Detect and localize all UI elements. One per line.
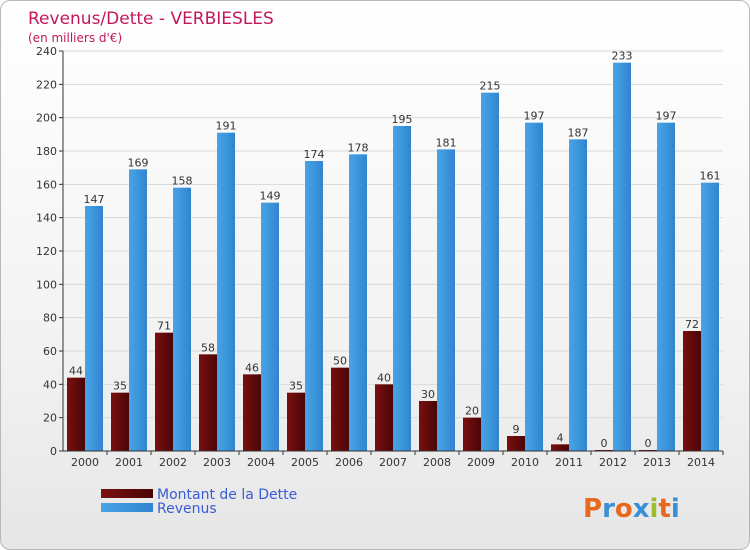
bar-dette — [155, 332, 173, 451]
data-label: 30 — [421, 388, 435, 401]
data-label: 20 — [465, 405, 479, 418]
bar-revenus — [393, 126, 411, 451]
bar-revenus — [261, 202, 279, 451]
y-tick-label: 180 — [36, 145, 57, 158]
y-tick-label: 80 — [43, 312, 57, 325]
x-tick-label: 2012 — [599, 456, 627, 469]
bar-revenus — [481, 92, 499, 452]
x-tick-label: 2009 — [467, 456, 495, 469]
bar-dette — [331, 367, 349, 451]
data-label: 40 — [377, 371, 391, 384]
data-label: 195 — [392, 113, 413, 126]
bar-revenus — [305, 161, 323, 451]
y-tick-label: 40 — [43, 378, 57, 391]
y-tick-label: 160 — [36, 178, 57, 191]
x-tick-label: 2003 — [203, 456, 231, 469]
bar-revenus — [525, 122, 543, 452]
x-tick-label: 2002 — [159, 456, 187, 469]
data-label: 191 — [216, 120, 237, 133]
bar-revenus — [613, 62, 631, 452]
data-label: 71 — [157, 320, 171, 333]
x-tick-label: 2014 — [687, 456, 715, 469]
bar-dette — [551, 444, 569, 451]
data-label: 72 — [685, 318, 699, 331]
y-tick-label: 240 — [36, 45, 57, 58]
y-tick-label: 100 — [36, 278, 57, 291]
chart-title: Revenus/Dette - VERBIESLES — [28, 9, 274, 29]
data-label: 147 — [84, 193, 105, 206]
data-label: 4 — [557, 431, 564, 444]
data-label: 58 — [201, 341, 215, 354]
x-tick-label: 2007 — [379, 456, 407, 469]
data-label: 197 — [656, 110, 677, 123]
bar-dette — [683, 331, 701, 451]
data-label: 233 — [612, 50, 633, 63]
x-tick-label: 2000 — [71, 456, 99, 469]
bar-dette — [199, 354, 217, 451]
data-label: 50 — [333, 355, 347, 368]
y-tick-label: 220 — [36, 78, 57, 91]
bar-revenus — [129, 169, 147, 452]
data-label: 158 — [172, 175, 193, 188]
bar-dette — [111, 392, 129, 451]
data-label: 181 — [436, 136, 457, 149]
data-label: 187 — [568, 126, 589, 139]
data-label: 169 — [128, 156, 149, 169]
bar-revenus — [701, 182, 719, 451]
data-label: 0 — [601, 437, 608, 450]
bar-dette — [67, 377, 85, 451]
y-tick-label: 200 — [36, 112, 57, 125]
bar-revenus — [437, 149, 455, 452]
bar-dette — [375, 384, 393, 451]
x-tick-label: 2013 — [643, 456, 671, 469]
data-label: 149 — [260, 190, 281, 203]
x-tick-label: 2005 — [291, 456, 319, 469]
bar-dette — [419, 401, 437, 451]
x-tick-label: 2001 — [115, 456, 143, 469]
y-tick-label: 20 — [43, 412, 57, 425]
y-tick-label: 120 — [36, 245, 57, 258]
chart-subtitle: (en milliers d'€) — [28, 31, 122, 45]
bar-revenus — [217, 132, 235, 451]
legend-swatch — [101, 503, 153, 512]
data-label: 0 — [645, 437, 652, 450]
data-label: 178 — [348, 141, 369, 154]
bar-dette — [287, 392, 305, 451]
bar-revenus — [85, 206, 103, 451]
data-label: 215 — [480, 80, 501, 93]
y-tick-label: 60 — [43, 345, 57, 358]
data-label: 174 — [304, 148, 325, 161]
x-tick-label: 2008 — [423, 456, 451, 469]
bar-dette — [463, 417, 481, 451]
y-tick-label: 140 — [36, 212, 57, 225]
x-tick-label: 2011 — [555, 456, 583, 469]
data-label: 161 — [700, 170, 721, 183]
legend-label: Montant de la Dette — [157, 487, 297, 503]
x-tick-label: 2004 — [247, 456, 275, 469]
x-tick-label: 2010 — [511, 456, 539, 469]
data-label: 46 — [245, 361, 259, 374]
bar-dette — [507, 436, 525, 451]
proxiti-logo: Proxiti — [583, 494, 680, 524]
legend-label: Revenus — [157, 501, 217, 517]
data-label: 9 — [513, 423, 520, 436]
data-label: 44 — [69, 365, 83, 378]
bar-dette — [243, 374, 261, 451]
x-tick-label: 2006 — [335, 456, 363, 469]
legend-swatch — [101, 489, 153, 498]
y-tick-label: 0 — [50, 445, 57, 458]
bar-revenus — [349, 154, 367, 452]
data-label: 197 — [524, 110, 545, 123]
bar-revenus — [173, 187, 191, 451]
bar-revenus — [569, 139, 587, 452]
bars: 4414735169711585819146149351745017840195… — [67, 50, 721, 452]
bar-revenus — [657, 122, 675, 452]
data-label: 35 — [289, 380, 303, 393]
data-label: 35 — [113, 380, 127, 393]
